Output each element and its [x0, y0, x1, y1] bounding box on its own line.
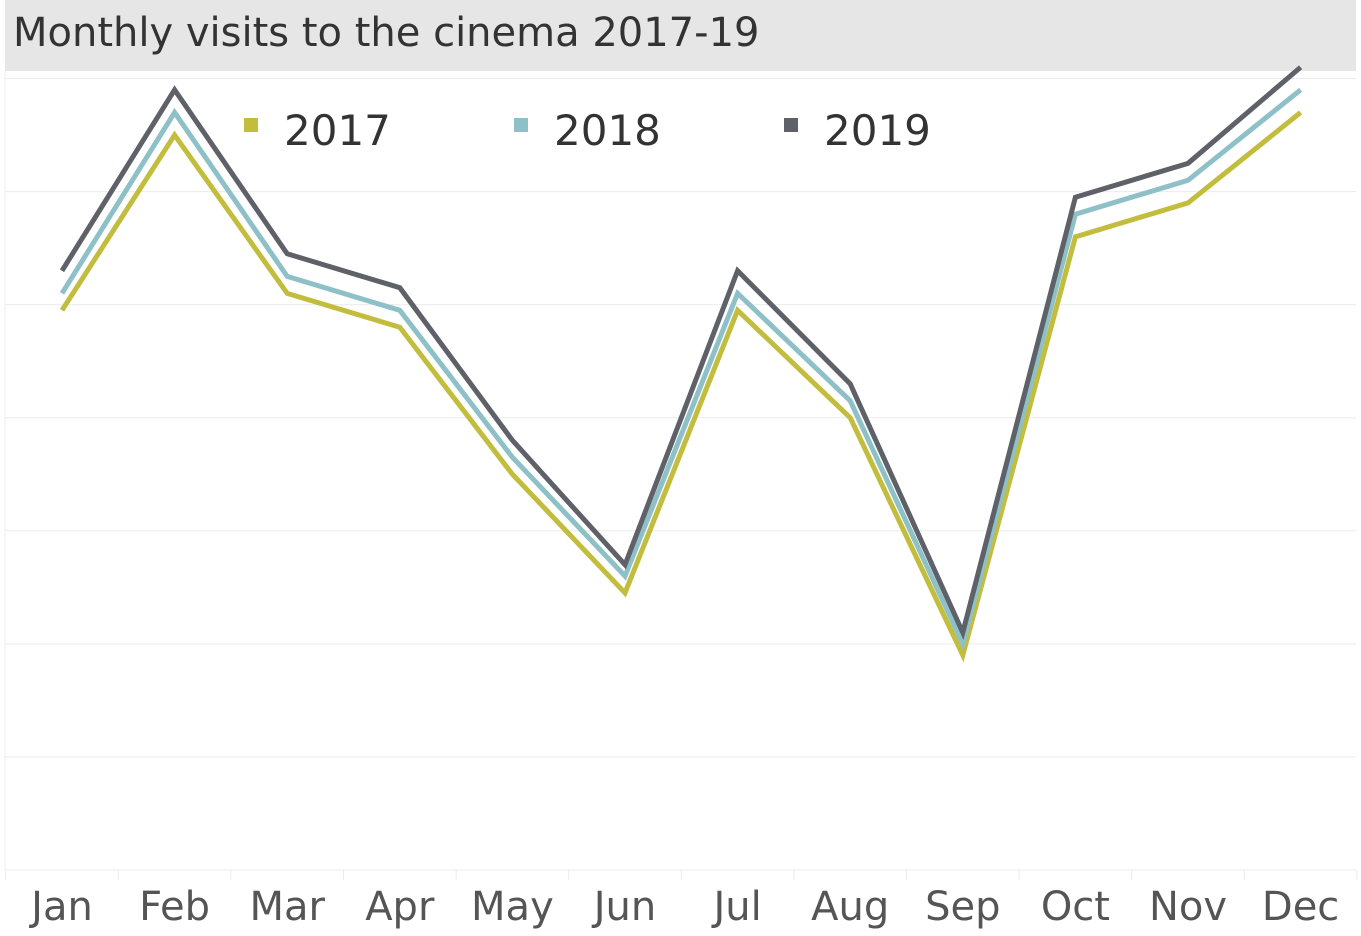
legend-label-2018: 2018	[554, 106, 661, 155]
x-tick-label-apr: Apr	[365, 884, 435, 930]
series-line-2017	[59, 110, 1303, 663]
x-tick-label-feb: Feb	[139, 884, 210, 930]
x-tick-label-aug: Aug	[811, 884, 889, 930]
x-tick-label-mar: Mar	[249, 884, 325, 930]
legend-swatch-2019	[784, 118, 798, 132]
series-line-2019	[59, 65, 1303, 641]
x-tick-label-jul: Jul	[710, 884, 761, 930]
x-tick-label-jan: Jan	[28, 884, 93, 930]
gridlines	[4, 71, 1358, 880]
chart-title: Monthly visits to the cinema 2017-19	[13, 10, 760, 56]
x-axis-ticks: Jan Feb Mar Apr May Jun Jul Aug Sep Oct Nov Dec	[28, 884, 1339, 930]
x-tick-label-may: May	[471, 884, 554, 930]
legend-swatch-2017	[244, 118, 258, 132]
series-line-2018	[59, 87, 1303, 652]
x-tick-label-nov: Nov	[1149, 884, 1227, 930]
x-tick-label-oct: Oct	[1041, 884, 1110, 930]
legend-label-2019: 2019	[824, 106, 931, 155]
title-bar: Monthly visits to the cinema 2017-19	[5, 0, 1356, 71]
x-tick-label-sep: Sep	[925, 884, 1000, 930]
x-tick-label-jun: Jun	[591, 884, 657, 930]
series-lines	[59, 65, 1303, 663]
x-tick-label-dec: Dec	[1262, 884, 1339, 930]
legend-label-2017: 2017	[284, 106, 391, 155]
legend-swatch-2018	[514, 118, 528, 132]
legend: 2017 2018 2019	[244, 106, 931, 155]
